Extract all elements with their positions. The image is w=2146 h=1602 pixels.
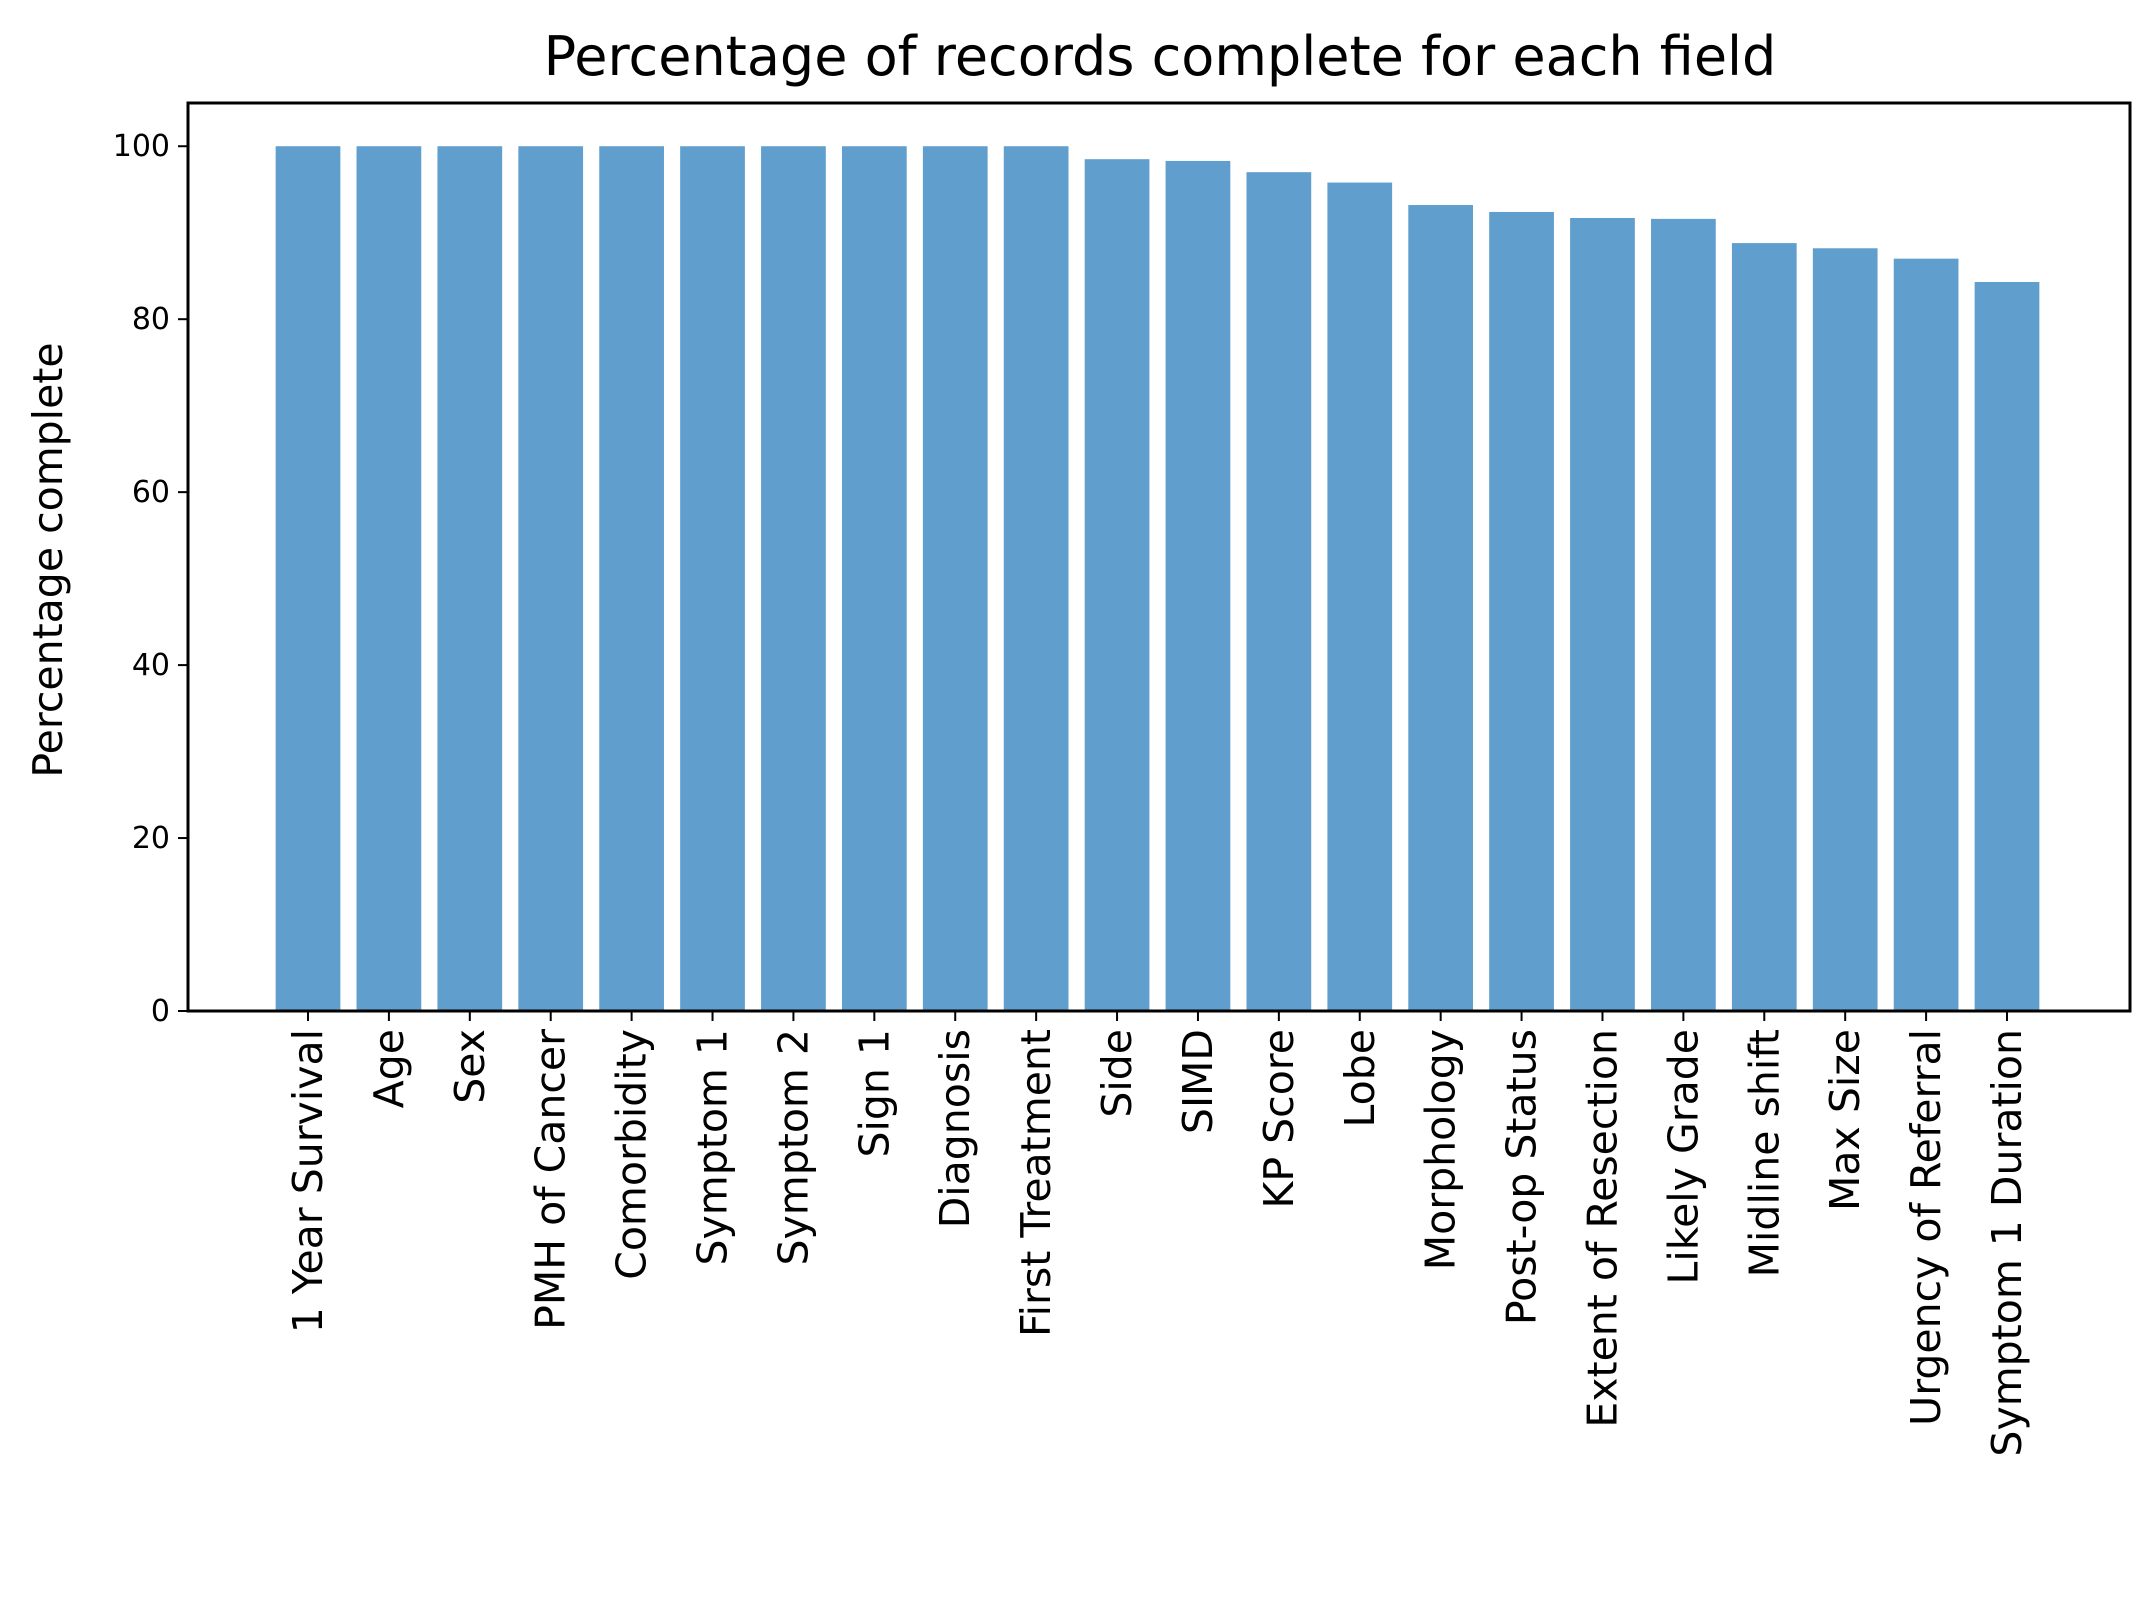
x-tick-label: Symptom 2 [769, 1029, 817, 1265]
y-tick-label: 100 [113, 129, 170, 164]
x-tick-label: Symptom 1 [689, 1029, 737, 1265]
bar [680, 146, 745, 1012]
x-tick-label: First Treatment [1012, 1029, 1060, 1337]
x-tick-label: Likely Grade [1659, 1029, 1707, 1284]
x-tick-label: Age [365, 1029, 413, 1108]
x-tick-label: Symptom 1 Duration [1983, 1029, 2031, 1457]
bar [922, 146, 988, 1012]
bar [1246, 172, 1312, 1011]
x-tick-label: KP Score [1255, 1029, 1303, 1208]
x-axis: 1 Year Survival Age Sex PMH of Cancer Comorb… [284, 1011, 2031, 1457]
bar [599, 146, 664, 1012]
x-tick-label: Comorbidity [608, 1029, 656, 1280]
bar [1812, 248, 1878, 1011]
bar [1003, 146, 1069, 1012]
bar [1489, 211, 1554, 1011]
bar [1893, 258, 1959, 1011]
x-tick-label: Extent of Resection [1578, 1029, 1626, 1428]
y-tick-label: 0 [151, 994, 170, 1029]
bar [518, 146, 584, 1012]
bar [1084, 159, 1150, 1011]
y-tick-label: 60 [132, 475, 170, 510]
x-tick-label: PMH of Cancer [527, 1029, 575, 1330]
x-tick-label: Midline shift [1740, 1029, 1788, 1277]
y-tick-label: 80 [132, 302, 170, 337]
bar [1327, 182, 1393, 1011]
y-axis: 0 20 40 60 80 100 [113, 129, 188, 1029]
bar [437, 146, 503, 1012]
x-tick-label: Lobe [1336, 1029, 1384, 1127]
bar [761, 146, 826, 1012]
bar [356, 146, 422, 1012]
x-tick-label: Morphology [1417, 1029, 1465, 1270]
bar [1651, 218, 1716, 1011]
x-tick-label: Diagnosis [931, 1029, 979, 1228]
y-tick-label: 20 [132, 821, 170, 856]
x-tick-label: Sex [446, 1029, 494, 1104]
bar [1165, 160, 1231, 1011]
x-tick-label: Side [1093, 1029, 1141, 1118]
y-axis-label: Percentage complete [24, 342, 72, 777]
x-tick-label: 1 Year Survival [284, 1029, 332, 1333]
bar [1408, 205, 1474, 1012]
plot-frame [186, 101, 2132, 1013]
x-tick-label: Max Size [1821, 1029, 1869, 1211]
chart-title: Percentage of records complete for each … [544, 25, 1777, 88]
bar [1974, 282, 2040, 1011]
x-tick-label: SIMD [1174, 1029, 1222, 1134]
x-tick-label: Sign 1 [850, 1029, 898, 1158]
bar [275, 146, 341, 1012]
bar [1570, 218, 1635, 1011]
x-tick-label: Urgency of Referral [1902, 1029, 1950, 1426]
y-tick-label: 40 [132, 648, 170, 683]
x-tick-label: Post-op Status [1498, 1029, 1546, 1325]
bar [1731, 243, 1797, 1012]
bar [841, 146, 907, 1012]
bars-layer [275, 146, 2040, 1012]
